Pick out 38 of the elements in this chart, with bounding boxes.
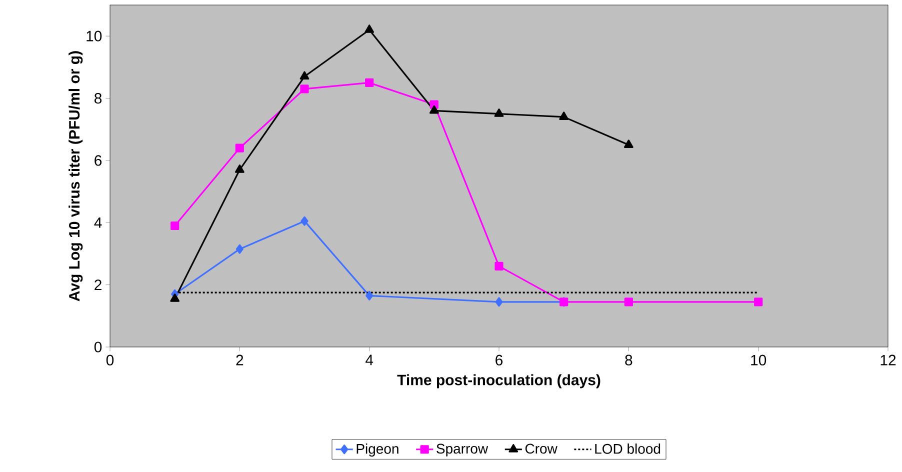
point	[494, 108, 504, 117]
point	[300, 216, 308, 226]
y-tick-label: 8	[94, 92, 102, 104]
x-tick-label: 0	[106, 354, 114, 366]
legend-label: Sparrow	[436, 444, 488, 456]
legend-label: Pigeon	[356, 444, 398, 457]
point	[300, 84, 309, 94]
x-tick-label: 10	[751, 354, 766, 366]
x-tick-label: 8	[625, 354, 632, 366]
point	[495, 297, 503, 307]
point	[234, 164, 244, 173]
point	[429, 105, 439, 114]
point	[236, 244, 244, 254]
legend-label: Crow	[525, 444, 558, 454]
y-tick-label: 6	[94, 155, 102, 166]
point	[364, 24, 374, 33]
point	[494, 262, 504, 270]
point	[559, 112, 569, 120]
y-tick-label: 4	[94, 217, 102, 228]
x-tick-label: 6	[496, 354, 503, 366]
point	[170, 294, 180, 302]
x-axis-title: Time post-inoculation (days)	[397, 374, 600, 388]
x-tick-label: 2	[236, 354, 244, 366]
legend-label: LOD blood	[595, 444, 660, 454]
point	[366, 290, 374, 300]
point	[624, 140, 634, 148]
y-tick-label: 10	[86, 30, 102, 42]
point	[170, 221, 180, 230]
x-tick-label: 4	[366, 354, 374, 366]
y-tick-label: 2	[94, 280, 102, 290]
y-tick-label: 0	[94, 342, 102, 352]
y-axis-title: Avg Log 10 virus titer (PFU/ml or g)	[68, 51, 83, 302]
point	[365, 78, 374, 88]
x-tick-label: 12	[880, 354, 896, 366]
point	[754, 298, 763, 306]
point	[300, 71, 310, 80]
point	[624, 298, 633, 306]
point	[235, 144, 244, 152]
